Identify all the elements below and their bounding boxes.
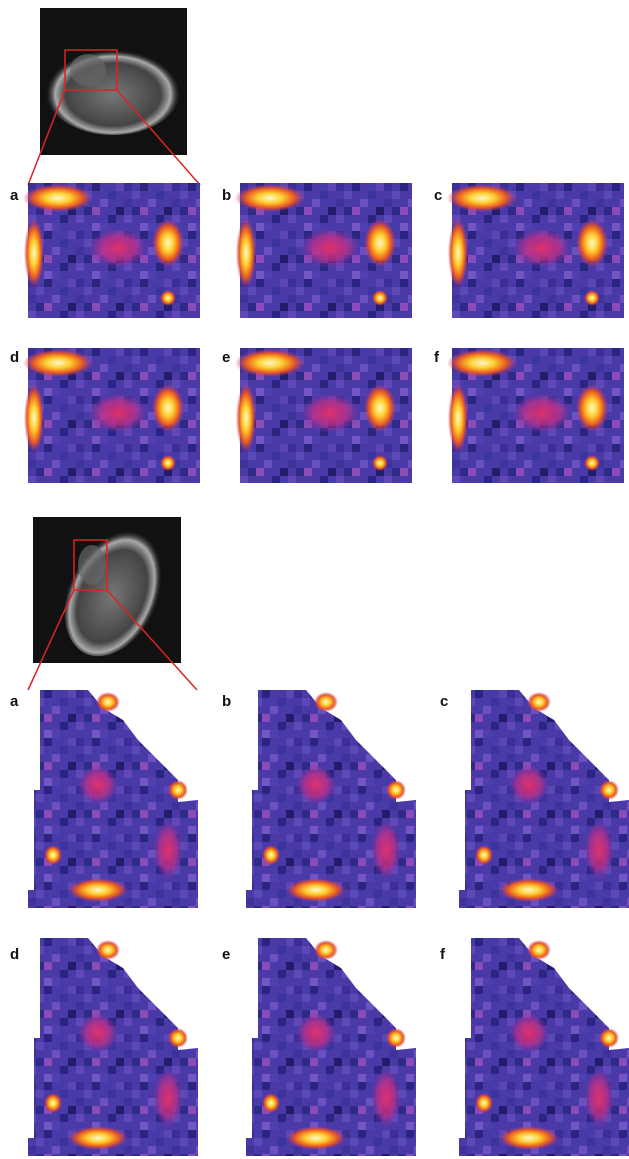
panel-label: e <box>222 349 230 366</box>
panel-label: b <box>222 187 231 204</box>
mri-image <box>28 508 197 690</box>
panel-label: e <box>222 946 230 963</box>
panel-label: c <box>434 187 442 204</box>
heatmap <box>28 690 629 1156</box>
figure: a b c d e f a b c d e f <box>0 0 629 1159</box>
panel-label: c <box>440 693 448 710</box>
panel-label: a <box>10 693 19 710</box>
panel-label: d <box>10 349 19 366</box>
panel-label: a <box>10 187 19 204</box>
heatmap <box>23 183 624 483</box>
panel-label: f <box>440 946 446 963</box>
panel-label: f <box>434 349 440 366</box>
panel-label: b <box>222 693 231 710</box>
panel-label: d <box>10 946 19 963</box>
mri-image <box>28 8 200 185</box>
